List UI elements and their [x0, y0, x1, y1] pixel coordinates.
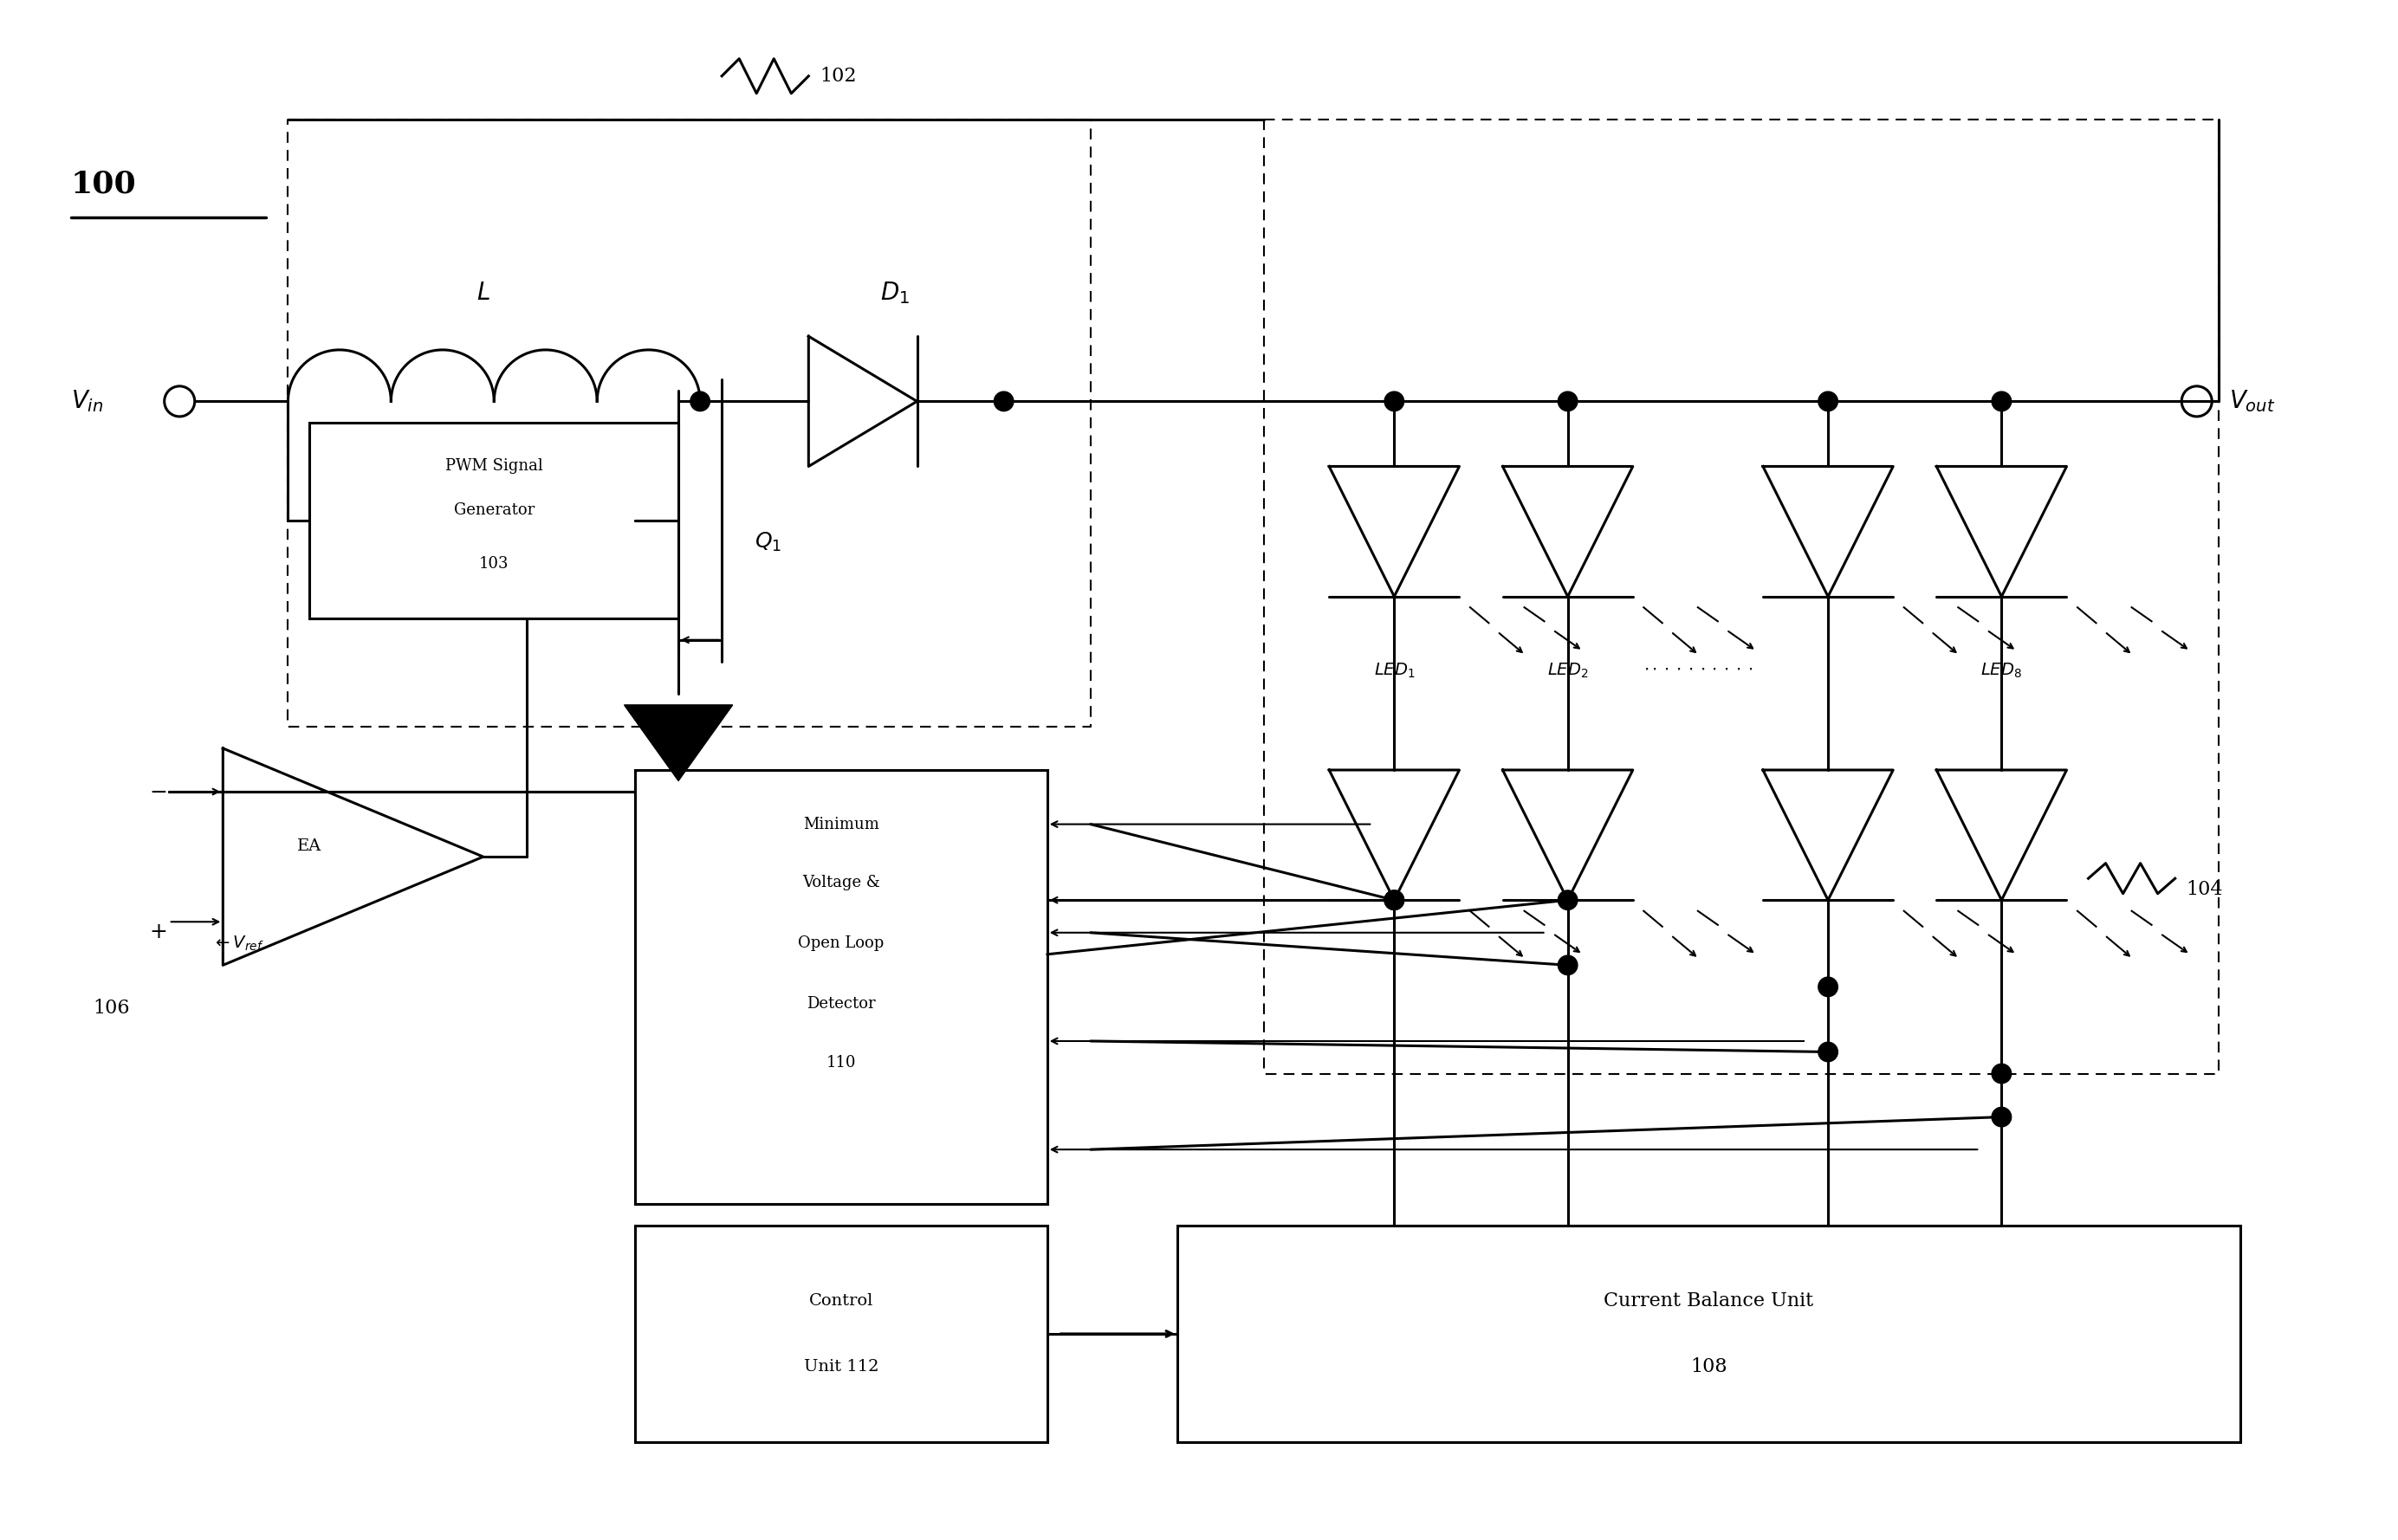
- Circle shape: [1384, 890, 1403, 910]
- Text: 110: 110: [827, 1055, 856, 1070]
- Text: 100: 100: [72, 169, 137, 199]
- Text: $LED_8$: $LED_8$: [1981, 662, 2022, 681]
- Circle shape: [1818, 976, 1837, 996]
- Text: Minimum: Minimum: [803, 816, 880, 832]
- Text: Generator: Generator: [453, 502, 535, 517]
- Circle shape: [995, 391, 1014, 411]
- Text: $L$: $L$: [477, 282, 489, 305]
- Circle shape: [1559, 890, 1578, 910]
- Bar: [635, 770, 1048, 1204]
- Circle shape: [1384, 391, 1403, 411]
- Polygon shape: [623, 705, 734, 781]
- Text: 103: 103: [480, 556, 508, 571]
- Text: $+$: $+$: [149, 922, 165, 942]
- Text: Control: Control: [808, 1294, 873, 1309]
- Text: $-$: $-$: [149, 782, 165, 802]
- Text: Detector: Detector: [806, 996, 875, 1012]
- Circle shape: [1993, 1064, 2012, 1083]
- Text: $\cdot\cdot\cdot\cdot\cdot\cdot\cdot\cdot\cdot\cdot$: $\cdot\cdot\cdot\cdot\cdot\cdot\cdot\cdo…: [1643, 662, 1753, 678]
- Text: 106: 106: [94, 999, 129, 1018]
- Circle shape: [1818, 391, 1837, 411]
- Text: $D_1$: $D_1$: [880, 280, 911, 306]
- Text: 104: 104: [2187, 879, 2223, 899]
- Circle shape: [691, 391, 710, 411]
- Text: $LED_2$: $LED_2$: [1547, 662, 1587, 681]
- Text: $LED_1$: $LED_1$: [1374, 662, 1415, 681]
- Text: 108: 108: [1691, 1357, 1727, 1375]
- Text: Unit 112: Unit 112: [803, 1358, 878, 1374]
- Circle shape: [1993, 1107, 2012, 1127]
- Circle shape: [1384, 890, 1403, 910]
- Text: Open Loop: Open Loop: [799, 936, 885, 952]
- Bar: [309, 424, 679, 618]
- Circle shape: [1559, 955, 1578, 975]
- Text: 102: 102: [820, 66, 856, 86]
- Bar: [1177, 1226, 2240, 1443]
- Text: $V_{in}$: $V_{in}$: [72, 388, 103, 414]
- Text: $Q_1$: $Q_1$: [755, 531, 782, 554]
- Text: Current Balance Unit: Current Balance Unit: [1604, 1292, 1813, 1311]
- Circle shape: [1559, 391, 1578, 411]
- Text: PWM Signal: PWM Signal: [446, 459, 542, 474]
- Circle shape: [1993, 391, 2012, 411]
- Text: Voltage &: Voltage &: [803, 875, 880, 890]
- Circle shape: [1818, 1043, 1837, 1061]
- Text: $\leftarrow V_{ref}$: $\leftarrow V_{ref}$: [211, 935, 264, 953]
- Text: $V_{out}$: $V_{out}$: [2230, 388, 2276, 414]
- Bar: [635, 1226, 1048, 1443]
- Text: EA: EA: [297, 838, 321, 853]
